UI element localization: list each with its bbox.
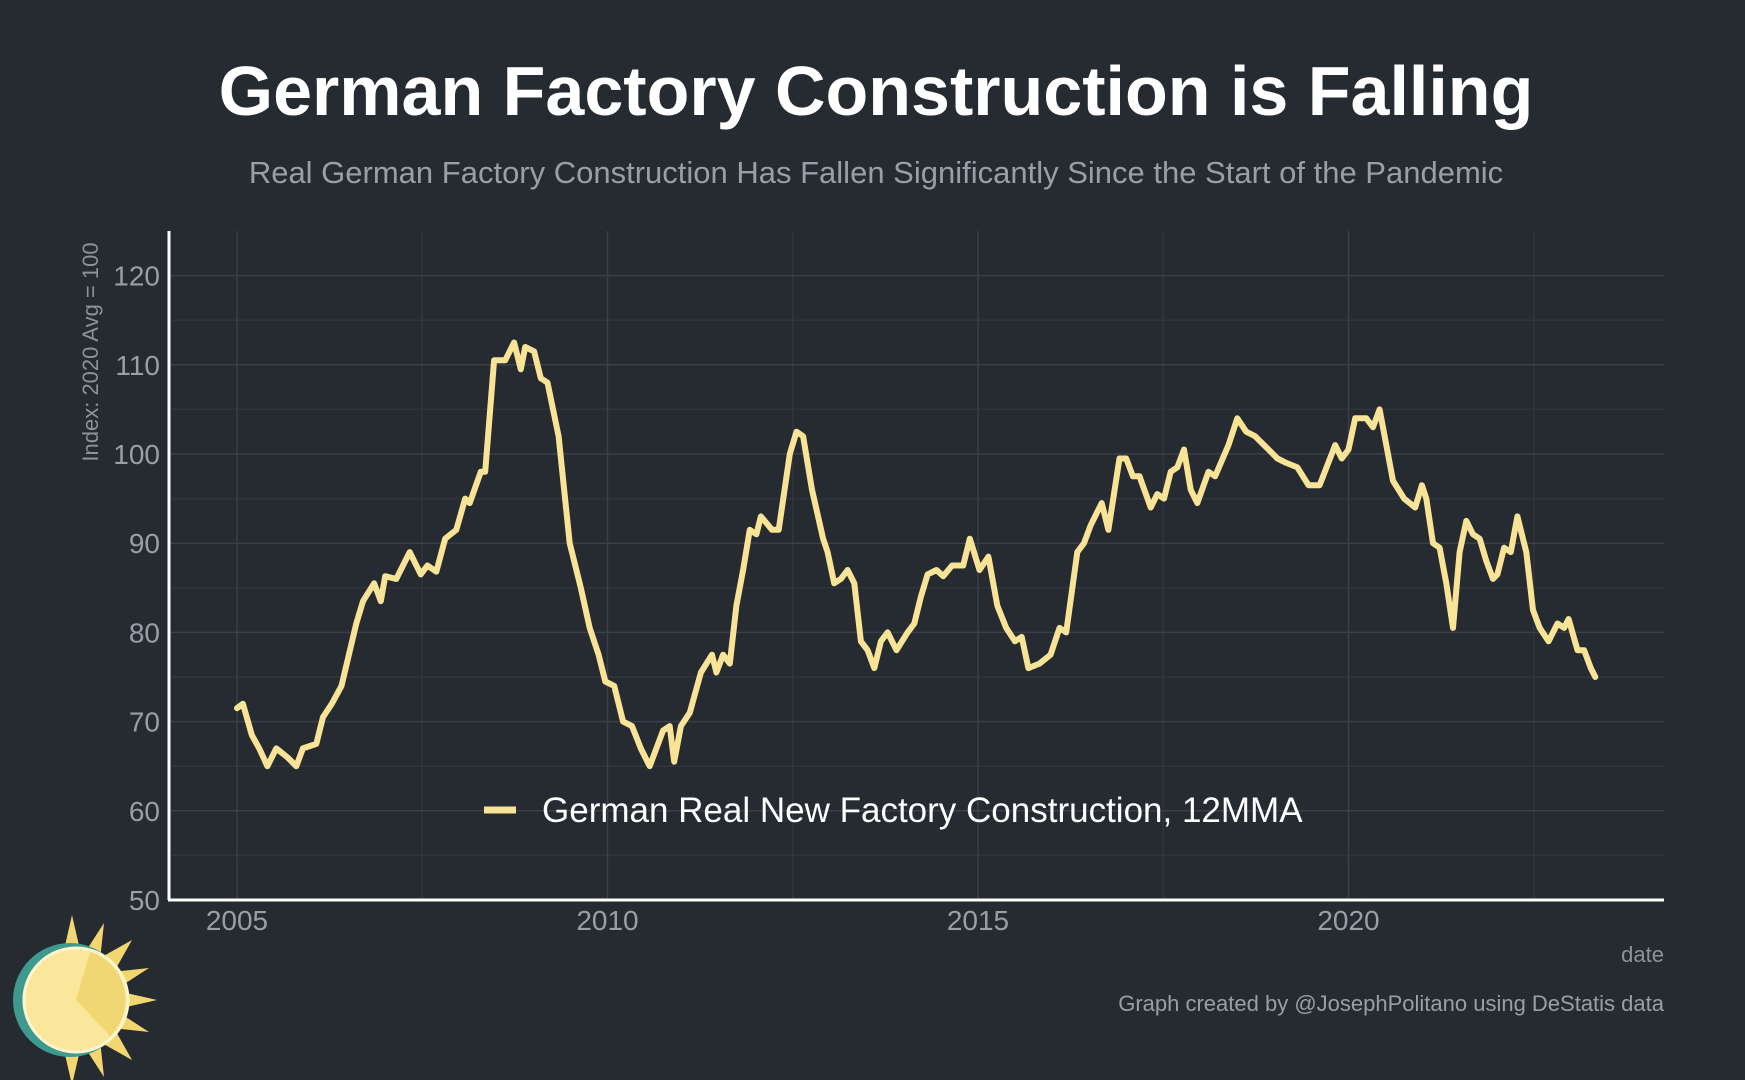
credit-text: Graph created by @JosephPolitano using D… bbox=[1118, 991, 1665, 1016]
y-tick-label: 60 bbox=[129, 796, 160, 827]
y-tick-label: 120 bbox=[113, 261, 160, 292]
y-tick-label: 70 bbox=[129, 707, 160, 738]
y-tick-label: 90 bbox=[129, 528, 160, 559]
y-tick-label: 80 bbox=[129, 617, 160, 648]
sun-logo bbox=[13, 915, 157, 1080]
x-tick-label: 2005 bbox=[206, 905, 268, 936]
x-tick-label: 2020 bbox=[1317, 905, 1379, 936]
y-tick-label: 110 bbox=[115, 350, 160, 381]
legend-label: German Real New Factory Construction, 12… bbox=[542, 791, 1303, 830]
y-tick-label: 50 bbox=[129, 885, 160, 916]
x-tick-label: 2010 bbox=[576, 905, 638, 936]
y-tick-label: 100 bbox=[113, 439, 160, 470]
x-axis-title: date bbox=[1621, 942, 1664, 967]
legend: German Real New Factory Construction, 12… bbox=[484, 791, 1303, 830]
chart-title: German Factory Construction is Falling bbox=[219, 52, 1534, 130]
x-tick-labels: 2005 2010 2015 2020 bbox=[206, 905, 1380, 936]
y-tick-labels: 50 60 70 80 90 100 110 120 bbox=[113, 261, 160, 916]
series-line bbox=[234, 339, 1599, 770]
x-tick-label: 2015 bbox=[947, 905, 1009, 936]
y-axis-title: Index: 2020 Avg = 100 bbox=[78, 242, 103, 461]
chart-subtitle: Real German Factory Construction Has Fal… bbox=[249, 155, 1503, 190]
